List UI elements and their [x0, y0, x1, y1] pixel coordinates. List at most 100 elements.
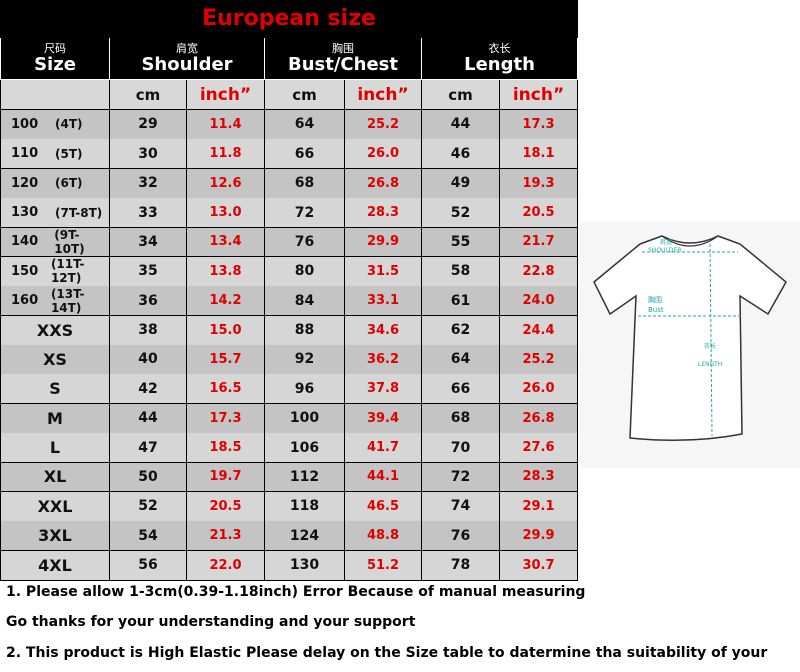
value-cell: 33.1	[345, 286, 422, 317]
value-cell: 76	[265, 227, 345, 258]
value-cell: 55	[422, 227, 500, 258]
size: 120	[11, 175, 39, 191]
unit-cell: cm	[265, 80, 345, 110]
size: 110	[11, 146, 39, 162]
value-cell: 17.3	[500, 110, 578, 140]
tshirt	[593, 235, 787, 441]
value-cell: 32	[110, 168, 187, 199]
age: (9T-10T)	[54, 227, 85, 256]
unit-cell: inch”	[500, 80, 578, 110]
value-cell: 44	[110, 403, 187, 434]
value-cell: 28.3	[345, 198, 422, 228]
size-cell: S	[0, 374, 110, 405]
size-cell: L	[0, 433, 110, 463]
header-cell: 肩宽 Shoulder	[110, 38, 265, 80]
value-cell: 44.1	[345, 462, 422, 493]
value-cell: 61	[422, 286, 500, 317]
value-cell: 96	[265, 374, 345, 405]
value-cell: 36	[110, 286, 187, 317]
value-cell: 11.8	[187, 139, 265, 170]
unit-cell: cm	[422, 80, 500, 110]
size-cell: 100 (4T)	[0, 110, 110, 140]
size-cell: XXS	[0, 315, 110, 346]
value-cell: 22.8	[500, 256, 578, 287]
value-cell: 37.8	[345, 374, 422, 405]
value-cell: 31.5	[345, 256, 422, 287]
value-cell: 76	[422, 521, 500, 552]
length-line	[709, 243, 713, 437]
label: 衣长	[704, 342, 716, 350]
value-cell: 78	[422, 550, 500, 581]
note: 1. Please allow 1-3cm(0.39-1.18inch) Err…	[6, 584, 586, 600]
value-cell: 26.8	[345, 168, 422, 199]
value-cell: 52	[422, 198, 500, 228]
label: LENGTH	[698, 361, 722, 368]
value-cell: 80	[265, 256, 345, 287]
value-cell: 29.9	[500, 521, 578, 552]
header-en: Length	[464, 53, 535, 75]
value-cell: 56	[110, 550, 187, 581]
size-cell: 120 (6T)	[0, 168, 110, 199]
value-cell: 72	[265, 198, 345, 228]
age: (4T)	[55, 117, 83, 132]
size-cell: 140 (9T-10T)	[0, 227, 110, 258]
value-cell: 130	[265, 550, 345, 581]
value-cell: 84	[265, 286, 345, 317]
value-cell: 21.7	[500, 227, 578, 258]
header-cell: 胸围 Bust/Chest	[265, 38, 422, 80]
value-cell: 18.5	[187, 433, 265, 463]
value-cell: 17.3	[187, 403, 265, 434]
size: 3XL	[38, 526, 72, 546]
value-cell: 18.1	[500, 139, 578, 170]
value-cell: 15.7	[187, 345, 265, 375]
size: 4XL	[38, 555, 72, 575]
size: XXL	[37, 496, 73, 516]
size-cell: XXL	[0, 491, 110, 522]
value-cell: 62	[422, 315, 500, 346]
value-cell: 64	[422, 345, 500, 375]
size: 130	[11, 205, 39, 221]
value-cell: 21.3	[187, 521, 265, 552]
size: 140	[11, 234, 39, 250]
value-cell: 30.7	[500, 550, 578, 581]
header-zh: 胸围	[332, 41, 354, 55]
value-cell: 13.4	[187, 227, 265, 258]
title: European size	[202, 6, 376, 31]
age: (7T-8T)	[55, 205, 103, 220]
age: (5T)	[55, 146, 83, 161]
note: Go thanks for your understanding and you…	[6, 614, 416, 630]
value-cell: 20.5	[187, 491, 265, 522]
value-cell: 19.3	[500, 168, 578, 199]
value-cell: 66	[265, 139, 345, 170]
value-cell: 52	[110, 491, 187, 522]
size-cell: M	[0, 403, 110, 434]
value-cell: 64	[265, 110, 345, 140]
value-cell: 41.7	[345, 433, 422, 463]
value-cell: 44	[422, 110, 500, 140]
value-cell: 36.2	[345, 345, 422, 375]
header-en: Bust/Chest	[288, 53, 398, 75]
value-cell: 29.1	[500, 491, 578, 522]
value-cell: 26.8	[500, 403, 578, 434]
value-cell: 19.7	[187, 462, 265, 493]
value-cell: 49	[422, 168, 500, 199]
unit-cell: inch”	[345, 80, 422, 110]
size-cell: XL	[0, 462, 110, 493]
value-cell: 35	[110, 256, 187, 287]
value-cell: 124	[265, 521, 345, 552]
value-cell: 112	[265, 462, 345, 493]
value-cell: 11.4	[187, 110, 265, 140]
header-en: Shoulder	[141, 53, 233, 75]
value-cell: 26.0	[345, 139, 422, 170]
value-cell: 14.2	[187, 286, 265, 317]
label: 胸围	[648, 295, 662, 304]
value-cell: 50	[110, 462, 187, 493]
value-cell: 106	[265, 433, 345, 463]
header-en: Size	[34, 53, 76, 75]
value-cell: 28.3	[500, 462, 578, 493]
value-cell: 26.0	[500, 374, 578, 405]
value-cell: 58	[422, 256, 500, 287]
label: SHOULDER	[648, 247, 681, 254]
value-cell: 13.0	[187, 198, 265, 228]
value-cell: 33	[110, 198, 187, 228]
